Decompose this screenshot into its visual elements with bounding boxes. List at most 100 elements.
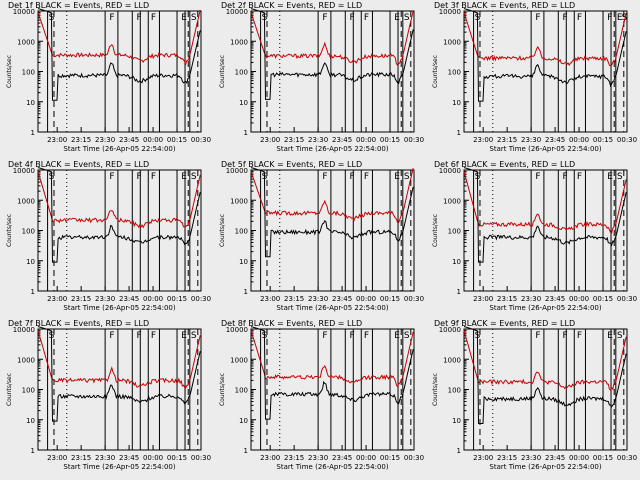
- y-tick-label: 1: [457, 129, 461, 137]
- y-tick-label: 1: [31, 129, 35, 137]
- lld-series-line: [37, 9, 201, 66]
- x-tick-label: 23:45: [545, 454, 565, 462]
- x-axis-label: Start Time (26-Apr-05 22:54:00): [489, 304, 601, 312]
- flag-letter: S: [617, 172, 623, 182]
- events-series-line: [250, 326, 414, 420]
- x-tick-label: 23:30: [95, 454, 115, 462]
- y-tick-label: 1: [31, 447, 35, 455]
- x-tick-label: 00:15: [593, 295, 613, 303]
- y-tick-label: 10000: [13, 326, 35, 334]
- flag-letter: F: [109, 331, 114, 341]
- x-tick-label: 23:30: [95, 295, 115, 303]
- y-tick-label: 10: [26, 417, 35, 425]
- y-tick-label: 100: [448, 387, 461, 395]
- panel-9: Det 9f BLACK = Events, RED = LLD 1 10 100 10…: [432, 319, 637, 471]
- y-tick-label: 1: [31, 288, 35, 296]
- x-tick-label: 23:30: [521, 136, 541, 144]
- flag-letter: E: [394, 172, 400, 182]
- y-tick-label: 10000: [13, 8, 35, 16]
- flag-letter: S: [191, 331, 197, 341]
- flag-letter: E: [607, 172, 613, 182]
- flag-letter: F: [562, 172, 567, 182]
- flag-letter: E: [181, 331, 187, 341]
- x-tick-label: 23:00: [47, 454, 67, 462]
- x-tick-label: 00:00: [356, 454, 376, 462]
- flag-letter: S: [404, 13, 410, 23]
- x-axis-label: Start Time (26-Apr-05 22:54:00): [489, 145, 601, 153]
- x-tick-label: 00:15: [380, 136, 400, 144]
- x-tick-label: 23:00: [47, 136, 67, 144]
- x-tick-label: 00:00: [143, 295, 163, 303]
- x-tick-label: 23:15: [71, 295, 91, 303]
- x-tick-label: 23:00: [260, 454, 280, 462]
- flag-letter: F: [577, 172, 582, 182]
- y-tick-label: 1: [244, 447, 248, 455]
- flag-letter: F: [364, 13, 369, 23]
- flag-letter: F: [562, 13, 567, 23]
- y-tick-label: 10: [452, 258, 461, 266]
- y-tick-label: 1000: [443, 38, 461, 46]
- y-tick-label: 10000: [439, 8, 461, 16]
- flag-letter: F: [364, 331, 369, 341]
- events-series-line: [463, 8, 627, 102]
- y-tick-label: 10: [452, 99, 461, 107]
- flag-letter: E: [181, 13, 187, 23]
- lld-series-line: [37, 171, 201, 229]
- y-tick-label: 100: [448, 228, 461, 236]
- y-tick-label: 1: [244, 129, 248, 137]
- lld-series-line: [37, 330, 201, 389]
- y-axis-label: Counts/sec: [219, 55, 226, 88]
- y-tick-label: 100: [22, 69, 35, 77]
- flag-letter: S: [191, 13, 197, 23]
- x-axis-label: Start Time (26-Apr-05 22:54:00): [276, 304, 388, 312]
- y-tick-label: 1: [457, 447, 461, 455]
- x-tick-label: 00:00: [569, 454, 589, 462]
- x-tick-label: 00:30: [404, 454, 424, 462]
- panel-title: Det 1f BLACK = Events, RED = LLD: [8, 1, 149, 10]
- y-tick-label: 1000: [443, 197, 461, 205]
- x-tick-label: 00:15: [380, 295, 400, 303]
- x-axis-label: Start Time (26-Apr-05 22:54:00): [63, 304, 175, 312]
- flag-letter: F: [136, 331, 141, 341]
- flag-letter: E: [394, 331, 400, 341]
- x-tick-label: 23:45: [332, 295, 352, 303]
- flag-letter: F: [349, 331, 354, 341]
- y-tick-label: 1000: [443, 356, 461, 364]
- x-axis-label: Start Time (26-Apr-05 22:54:00): [63, 145, 175, 153]
- y-tick-label: 100: [448, 69, 461, 77]
- x-tick-label: 23:00: [47, 295, 67, 303]
- x-tick-label: 23:30: [308, 454, 328, 462]
- panel-title: Det 5f BLACK = Events, RED = LLD: [221, 160, 362, 169]
- y-axis-label: Counts/sec: [219, 214, 226, 247]
- x-tick-label: 23:15: [497, 295, 517, 303]
- x-tick-label: 23:30: [308, 295, 328, 303]
- y-axis-label: Counts/sec: [6, 373, 13, 406]
- flag-letter: E: [181, 172, 187, 182]
- x-tick-label: 00:30: [617, 295, 637, 303]
- y-tick-label: 10000: [439, 326, 461, 334]
- y-tick-label: 1000: [230, 356, 248, 364]
- panel-1: Det 1f BLACK = Events, RED = LLD 1 10 100 10…: [6, 1, 211, 153]
- y-tick-label: 100: [235, 387, 248, 395]
- y-axis-label: Counts/sec: [6, 214, 13, 247]
- x-tick-label: 23:45: [119, 454, 139, 462]
- x-tick-label: 23:30: [521, 454, 541, 462]
- flag-letter: F: [349, 13, 354, 23]
- flag-letter: S: [404, 331, 410, 341]
- flag-letter: S: [191, 172, 197, 182]
- y-tick-label: 100: [22, 228, 35, 236]
- panel-3: Det 3f BLACK = Events, RED = LLD 1 10 100 10…: [432, 1, 637, 153]
- x-tick-label: 00:00: [356, 295, 376, 303]
- y-tick-label: 1000: [17, 197, 35, 205]
- x-tick-label: 00:15: [167, 295, 187, 303]
- x-tick-label: 23:30: [521, 295, 541, 303]
- flag-letter: F: [109, 13, 114, 23]
- lld-series-line: [463, 330, 627, 391]
- x-tick-label: 00:30: [191, 295, 211, 303]
- events-series-line: [250, 8, 414, 100]
- panel-6: Det 6f BLACK = Events, RED = LLD 1 10 100 10…: [432, 160, 637, 312]
- y-axis-label: Counts/sec: [432, 214, 439, 247]
- lld-series-line: [250, 167, 414, 224]
- x-tick-label: 00:15: [167, 136, 187, 144]
